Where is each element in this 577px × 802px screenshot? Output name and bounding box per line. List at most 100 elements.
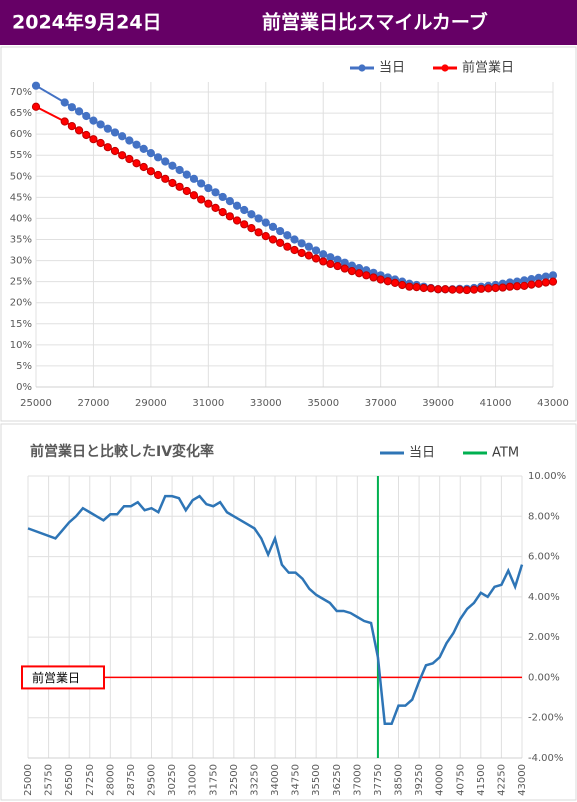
marker: [161, 157, 170, 166]
marker: [146, 149, 155, 158]
marker: [132, 159, 141, 168]
marker: [67, 122, 77, 131]
y-tick-label: 65%: [10, 108, 32, 119]
marker: [82, 111, 91, 121]
marker: [412, 283, 421, 292]
marker: [268, 222, 278, 231]
marker: [96, 120, 105, 129]
legend-label: ATM: [492, 446, 519, 461]
marker: [60, 117, 69, 126]
x-tick-label: 41500: [476, 764, 487, 796]
marker: [225, 197, 234, 206]
x-tick-label: 40750: [455, 764, 466, 796]
marker: [189, 174, 199, 183]
marker: [462, 285, 471, 295]
marker: [211, 188, 220, 197]
marker: [74, 107, 84, 116]
y-tick-label: 25%: [10, 277, 32, 288]
marker: [441, 285, 450, 294]
marker: [182, 170, 191, 179]
x-tick-label: 31000: [188, 764, 199, 796]
x-tick-label: 33000: [250, 398, 282, 409]
x-tick-label: 30250: [167, 764, 178, 796]
marker: [283, 231, 292, 240]
marker: [369, 273, 378, 282]
marker: [175, 182, 184, 191]
marker: [268, 235, 278, 244]
marker: [290, 235, 299, 244]
legend-label: 当日: [379, 61, 405, 76]
marker: [103, 143, 112, 152]
x-tick-label: 31750: [208, 764, 219, 796]
marker: [103, 124, 112, 133]
marker: [232, 216, 242, 225]
marker: [197, 195, 206, 204]
y-tick-label: 20%: [10, 298, 32, 309]
y-tick-label: 50%: [10, 171, 32, 182]
y-tick-label: -2.00%: [528, 713, 563, 724]
marker: [326, 259, 335, 269]
marker: [527, 280, 536, 289]
x-tick-label: 37000: [352, 764, 363, 796]
marker: [333, 261, 342, 271]
y-tick-label: 0.00%: [528, 672, 560, 683]
marker: [326, 253, 335, 262]
marker: [182, 186, 191, 196]
marker: [477, 284, 486, 293]
y-tick-label: 30%: [10, 256, 32, 267]
marker: [31, 81, 41, 90]
marker: [484, 284, 493, 293]
x-tick-label: 26500: [64, 764, 75, 796]
marker: [89, 135, 98, 144]
x-tick-label: 39250: [414, 764, 425, 796]
x-tick-label: 43000: [517, 764, 528, 796]
marker: [232, 201, 242, 210]
x-tick-label: 43000: [537, 398, 569, 409]
marker: [218, 208, 227, 217]
marker: [139, 144, 148, 153]
x-tick-label: 34750: [291, 764, 302, 796]
marker: [469, 285, 479, 294]
marker: [398, 280, 407, 290]
marker: [197, 179, 206, 188]
marker: [362, 271, 371, 280]
marker: [89, 116, 98, 125]
marker: [347, 267, 357, 276]
marker: [211, 203, 220, 212]
marker: [498, 283, 507, 292]
x-tick-label: 36250: [332, 764, 343, 796]
x-tick-label: 27250: [85, 764, 96, 796]
marker: [311, 254, 321, 263]
series-line: [27, 494, 524, 726]
marker: [247, 210, 256, 219]
marker: [204, 199, 213, 208]
x-tick-label: 37000: [365, 398, 397, 409]
y-tick-label: 5%: [16, 361, 32, 372]
marker: [283, 242, 292, 251]
y-tick-label: 4.00%: [528, 592, 560, 603]
panel-2: [0, 423, 577, 801]
baseline-label: 前営業日: [32, 670, 80, 685]
marker: [276, 226, 285, 236]
x-tick-label: 38500: [394, 764, 405, 796]
marker: [139, 162, 148, 172]
marker: [520, 281, 529, 290]
marker: [419, 283, 428, 293]
marker: [448, 285, 457, 294]
marker: [118, 151, 127, 160]
x-tick-label: 39000: [422, 398, 454, 409]
marker: [304, 251, 313, 260]
y-tick-label: 45%: [10, 192, 32, 203]
x-tick-label: 41000: [480, 398, 512, 409]
marker: [60, 98, 69, 107]
marker: [125, 136, 134, 145]
x-tick-label: 40000: [435, 764, 446, 796]
x-tick-label: 27000: [78, 398, 110, 409]
marker: [548, 277, 558, 286]
marker: [434, 285, 443, 294]
y-tick-label: 55%: [10, 150, 32, 161]
y-tick-label: 40%: [10, 213, 32, 224]
marker: [168, 178, 177, 188]
x-tick-label: 29500: [147, 764, 158, 796]
